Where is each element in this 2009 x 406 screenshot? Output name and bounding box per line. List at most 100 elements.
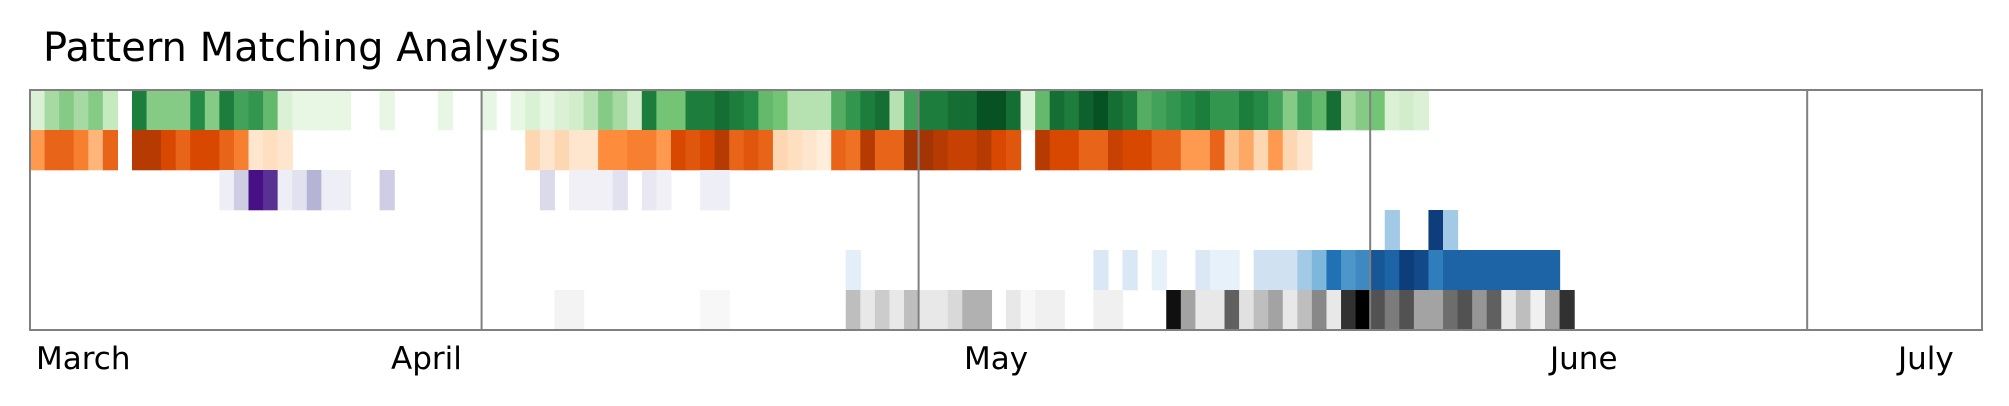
- heatmap-cell: [1224, 250, 1240, 291]
- heatmap-cell: [947, 290, 963, 331]
- heatmap-cell: [1151, 250, 1167, 291]
- heatmap-cell: [802, 130, 818, 171]
- heatmap-cell: [1472, 250, 1488, 291]
- heatmap-cell: [845, 290, 861, 331]
- heatmap-cell: [1195, 290, 1211, 331]
- heatmap-cell: [889, 90, 905, 131]
- heatmap-cell: [1006, 130, 1022, 171]
- month-label-july: July: [1896, 341, 1954, 377]
- heatmap-cell: [219, 170, 235, 211]
- heatmap-cell: [1443, 250, 1459, 291]
- heatmap-cell: [554, 130, 570, 171]
- heatmap-cell: [510, 90, 526, 131]
- heatmap-cell: [1107, 90, 1124, 131]
- heatmap-cell: [1282, 90, 1298, 131]
- heatmap-cell: [248, 170, 264, 211]
- heatmap-cell: [1224, 90, 1240, 131]
- heatmap-cell: [714, 170, 730, 211]
- heatmap-cell: [598, 130, 614, 171]
- heatmap-cell: [1078, 130, 1095, 171]
- chart-title: Pattern Matching Analysis: [43, 25, 561, 71]
- heatmap-cell: [1530, 290, 1546, 331]
- heatmap-cell: [729, 90, 745, 131]
- heatmap-cell: [1486, 250, 1502, 291]
- heatmap-cell: [1384, 90, 1400, 131]
- heatmap-cell: [1559, 290, 1575, 331]
- heatmap-cell: [539, 170, 556, 211]
- heatmap-cell: [787, 90, 803, 131]
- heatmap-cell: [481, 90, 497, 131]
- heatmap-cell: [758, 130, 774, 171]
- heatmap-cell: [1209, 90, 1226, 131]
- heatmap-cell: [714, 90, 730, 131]
- heatmap-cell: [1180, 290, 1196, 331]
- heatmap-cell: [1195, 250, 1211, 291]
- heatmap-cell: [525, 130, 541, 171]
- heatmap-cell: [88, 130, 104, 171]
- heatmap-cell: [991, 90, 1007, 131]
- heatmap-cell: [860, 90, 876, 131]
- heatmap-cell: [1472, 290, 1488, 331]
- heatmap-cell: [700, 90, 716, 131]
- plot-frame: [29, 89, 1983, 331]
- heatmap-cell: [1137, 90, 1153, 131]
- heatmap-cell: [904, 290, 920, 331]
- heatmap-cell: [743, 90, 759, 131]
- heatmap-cell: [554, 90, 570, 131]
- heatmap-cell: [277, 170, 293, 211]
- heatmap-cell: [1282, 250, 1298, 291]
- heatmap-cell: [379, 170, 395, 211]
- heatmap-cell: [991, 130, 1007, 171]
- heatmap-cell: [641, 170, 657, 211]
- heatmap-cell: [1253, 90, 1269, 131]
- heatmap-cell: [1370, 250, 1386, 291]
- heatmap-cell: [30, 130, 46, 171]
- heatmap-cell: [1341, 250, 1357, 291]
- heatmap-cell: [758, 90, 774, 131]
- heatmap-cell: [1428, 210, 1444, 251]
- heatmap-cell: [88, 90, 104, 131]
- heatmap-cell: [1311, 90, 1328, 131]
- heatmap-cell: [1253, 250, 1269, 291]
- heatmap-cell: [670, 130, 687, 171]
- heatmap-cell: [554, 290, 570, 331]
- heatmap-cell: [1093, 90, 1109, 131]
- heatmap-cell: [1239, 90, 1255, 131]
- heatmap-cell: [30, 90, 46, 131]
- heatmap-cell: [306, 90, 322, 131]
- heatmap-cell: [539, 130, 556, 171]
- heatmap-cell: [874, 90, 891, 131]
- heatmap-cell: [1180, 90, 1196, 131]
- heatmap-cell: [598, 90, 614, 131]
- heatmap-cell: [962, 130, 978, 171]
- heatmap-cell: [1006, 90, 1022, 131]
- heatmap-cell: [787, 130, 803, 171]
- heatmap-cell: [860, 130, 876, 171]
- heatmap-cell: [598, 170, 614, 211]
- heatmap-cell: [1297, 250, 1313, 291]
- heatmap-cell: [437, 90, 454, 131]
- heatmap-cell: [1413, 90, 1430, 131]
- heatmap-cell: [539, 90, 556, 131]
- heatmap-cell: [1122, 90, 1138, 131]
- month-label-may: May: [964, 341, 1028, 377]
- heatmap-cell: [772, 130, 789, 171]
- heatmap-cell: [321, 170, 337, 211]
- heatmap-cell: [1078, 90, 1095, 131]
- heatmap-cell: [1020, 290, 1036, 331]
- heatmap-cell: [816, 90, 832, 131]
- heatmap-cell: [161, 90, 177, 131]
- heatmap-cell: [772, 90, 789, 131]
- heatmap-cell: [1166, 130, 1182, 171]
- heatmap-cell: [73, 90, 89, 131]
- heatmap-cell: [131, 130, 148, 171]
- heatmap-cell: [700, 290, 716, 331]
- heatmap-cell: [962, 90, 978, 131]
- heatmap-cell: [248, 90, 264, 131]
- heatmap-cell: [233, 170, 250, 211]
- heatmap-cell: [1166, 290, 1182, 331]
- heatmap-cell: [1413, 290, 1430, 331]
- heatmap-cell: [277, 90, 293, 131]
- heatmap-cell: [1370, 90, 1386, 131]
